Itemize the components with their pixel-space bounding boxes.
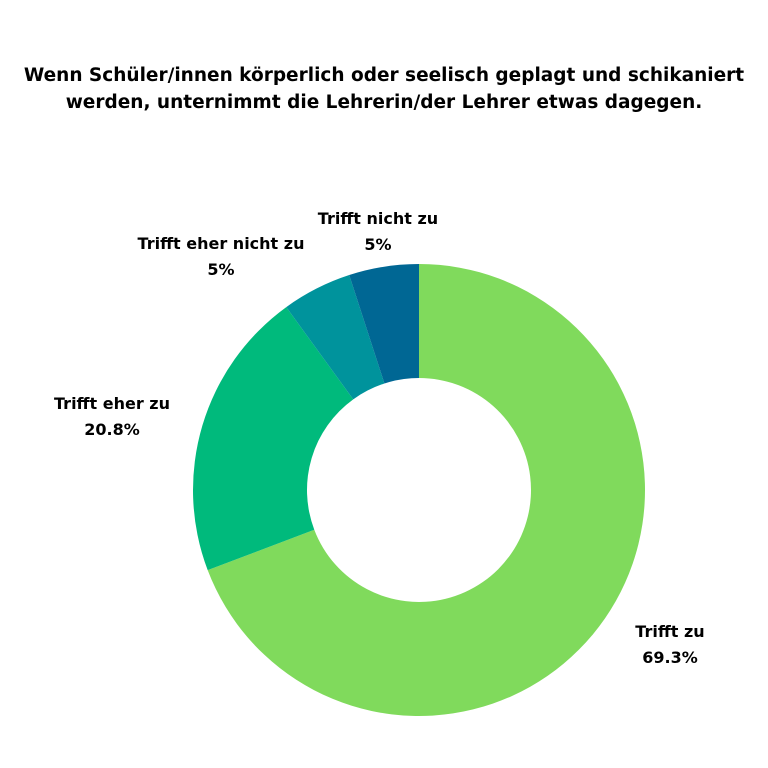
slice-trifft-eher-nicht-zu — [286, 275, 385, 400]
chart-title-line-2: werden, unternimmt die Lehrerin/der Lehr… — [65, 92, 703, 113]
chart-title-line-1: Wenn Schüler/innen körperlich oder seeli… — [23, 65, 745, 86]
slice-label-trifft-zu: Trifft zu 69.3% — [635, 622, 704, 667]
slice-value-label: 69.3% — [642, 648, 698, 667]
slice-labels: Trifft zu 69.3%Trifft eher zu 20.8%Trifft … — [54, 209, 705, 667]
chart-title: Wenn Schüler/innen körperlich oder seeli… — [0, 62, 768, 116]
slice-trifft-zu — [207, 264, 645, 717]
slice-label-trifft-nicht-zu: Trifft nicht zu 5% — [318, 209, 438, 254]
slice-category-label: Trifft eher zu — [54, 394, 170, 413]
donut-slices — [193, 264, 645, 717]
slice-trifft-nicht-zu — [349, 264, 419, 384]
slice-category-label: Trifft eher nicht zu — [138, 234, 305, 253]
slice-label-trifft-eher-zu: Trifft eher zu 20.8% — [54, 394, 170, 439]
slice-category-label: Trifft nicht zu — [318, 209, 438, 228]
slice-value-label: 5% — [207, 260, 234, 279]
slice-value-label: 20.8% — [84, 420, 140, 439]
slice-trifft-eher-zu — [193, 307, 354, 571]
slice-value-label: 5% — [364, 235, 391, 254]
slice-label-trifft-eher-nicht-zu: Trifft eher nicht zu 5% — [138, 234, 305, 279]
slice-category-label: Trifft zu — [635, 622, 704, 641]
